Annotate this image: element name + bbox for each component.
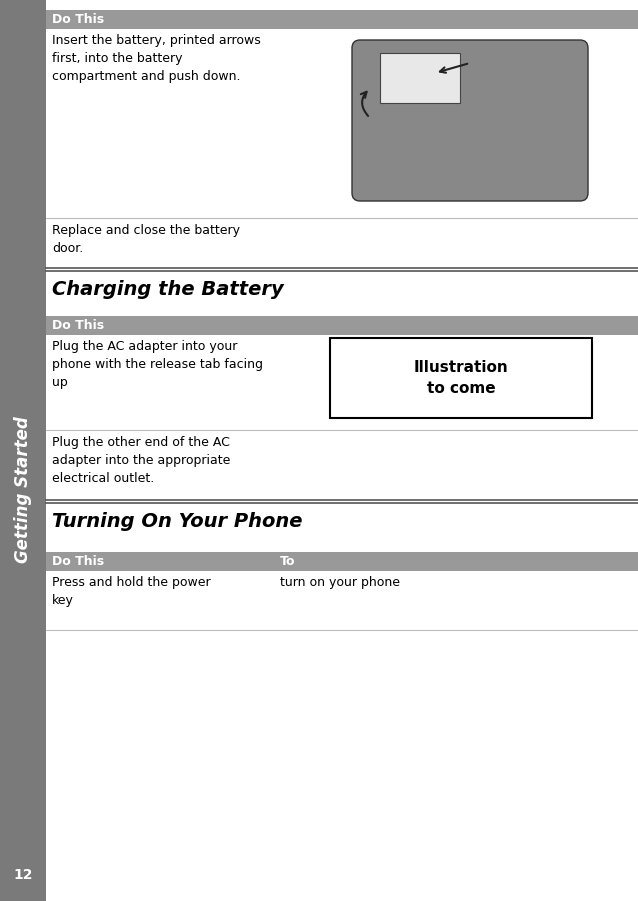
Text: Replace and close the battery
door.: Replace and close the battery door.	[52, 224, 240, 255]
Bar	[46, 552, 638, 571]
Text: Insert the battery, printed arrows
first, into the battery
compartment and push : Insert the battery, printed arrows first…	[52, 34, 261, 83]
Text: Do This: Do This	[52, 555, 104, 568]
Text: Illustration
to come: Illustration to come	[413, 360, 508, 396]
Text: Charging the Battery: Charging the Battery	[52, 280, 284, 299]
Bar	[46, 10, 638, 29]
Bar	[380, 53, 460, 103]
Text: Press and hold the power
key: Press and hold the power key	[52, 576, 211, 607]
Text: Plug the other end of the AC
adapter into the appropriate
electrical outlet.: Plug the other end of the AC adapter int…	[52, 436, 230, 485]
Text: Do This: Do This	[52, 319, 104, 332]
Bar	[0, 0, 46, 901]
Text: 12: 12	[13, 868, 33, 882]
Bar	[330, 338, 592, 418]
Text: To: To	[280, 555, 295, 568]
Text: Turning On Your Phone: Turning On Your Phone	[52, 512, 302, 531]
Text: turn on your phone: turn on your phone	[280, 576, 400, 589]
FancyBboxPatch shape	[352, 40, 588, 201]
Text: Do This: Do This	[52, 13, 104, 26]
Bar	[46, 316, 638, 335]
Text: Plug the AC adapter into your
phone with the release tab facing
up: Plug the AC adapter into your phone with…	[52, 340, 263, 389]
Text: Getting Started: Getting Started	[14, 416, 32, 563]
